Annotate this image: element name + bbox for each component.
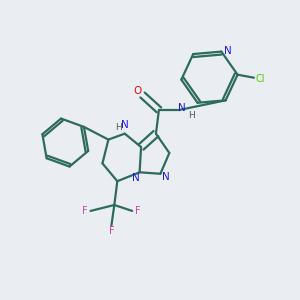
Text: N: N (163, 172, 170, 182)
Text: F: F (82, 206, 88, 216)
Text: N: N (178, 103, 185, 113)
Text: F: F (135, 206, 140, 216)
Text: N: N (224, 46, 232, 56)
Text: N: N (122, 120, 129, 130)
Text: H: H (115, 123, 122, 132)
Text: F: F (109, 226, 114, 236)
Text: N: N (132, 173, 140, 183)
Text: Cl: Cl (255, 74, 265, 84)
Text: O: O (133, 86, 141, 96)
Text: H: H (188, 111, 194, 120)
